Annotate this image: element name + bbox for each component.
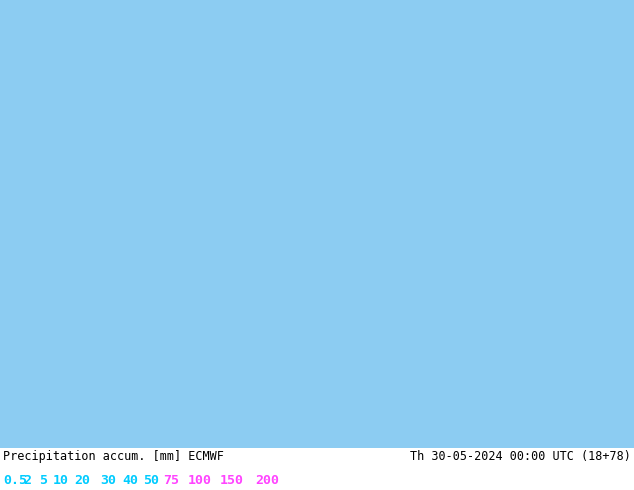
Text: 0.5: 0.5: [3, 474, 27, 487]
Text: 40: 40: [122, 474, 138, 487]
Text: 20: 20: [74, 474, 90, 487]
Text: 10: 10: [53, 474, 69, 487]
Text: Th 30-05-2024 00:00 UTC (18+78): Th 30-05-2024 00:00 UTC (18+78): [410, 450, 631, 463]
Text: Precipitation accum. [mm] ECMWF: Precipitation accum. [mm] ECMWF: [3, 450, 224, 463]
Text: 2: 2: [23, 474, 31, 487]
Text: 75: 75: [163, 474, 179, 487]
Text: 30: 30: [100, 474, 116, 487]
Text: 200: 200: [255, 474, 279, 487]
Text: 150: 150: [220, 474, 244, 487]
Text: 100: 100: [188, 474, 212, 487]
Text: 5: 5: [39, 474, 47, 487]
Text: 50: 50: [143, 474, 159, 487]
